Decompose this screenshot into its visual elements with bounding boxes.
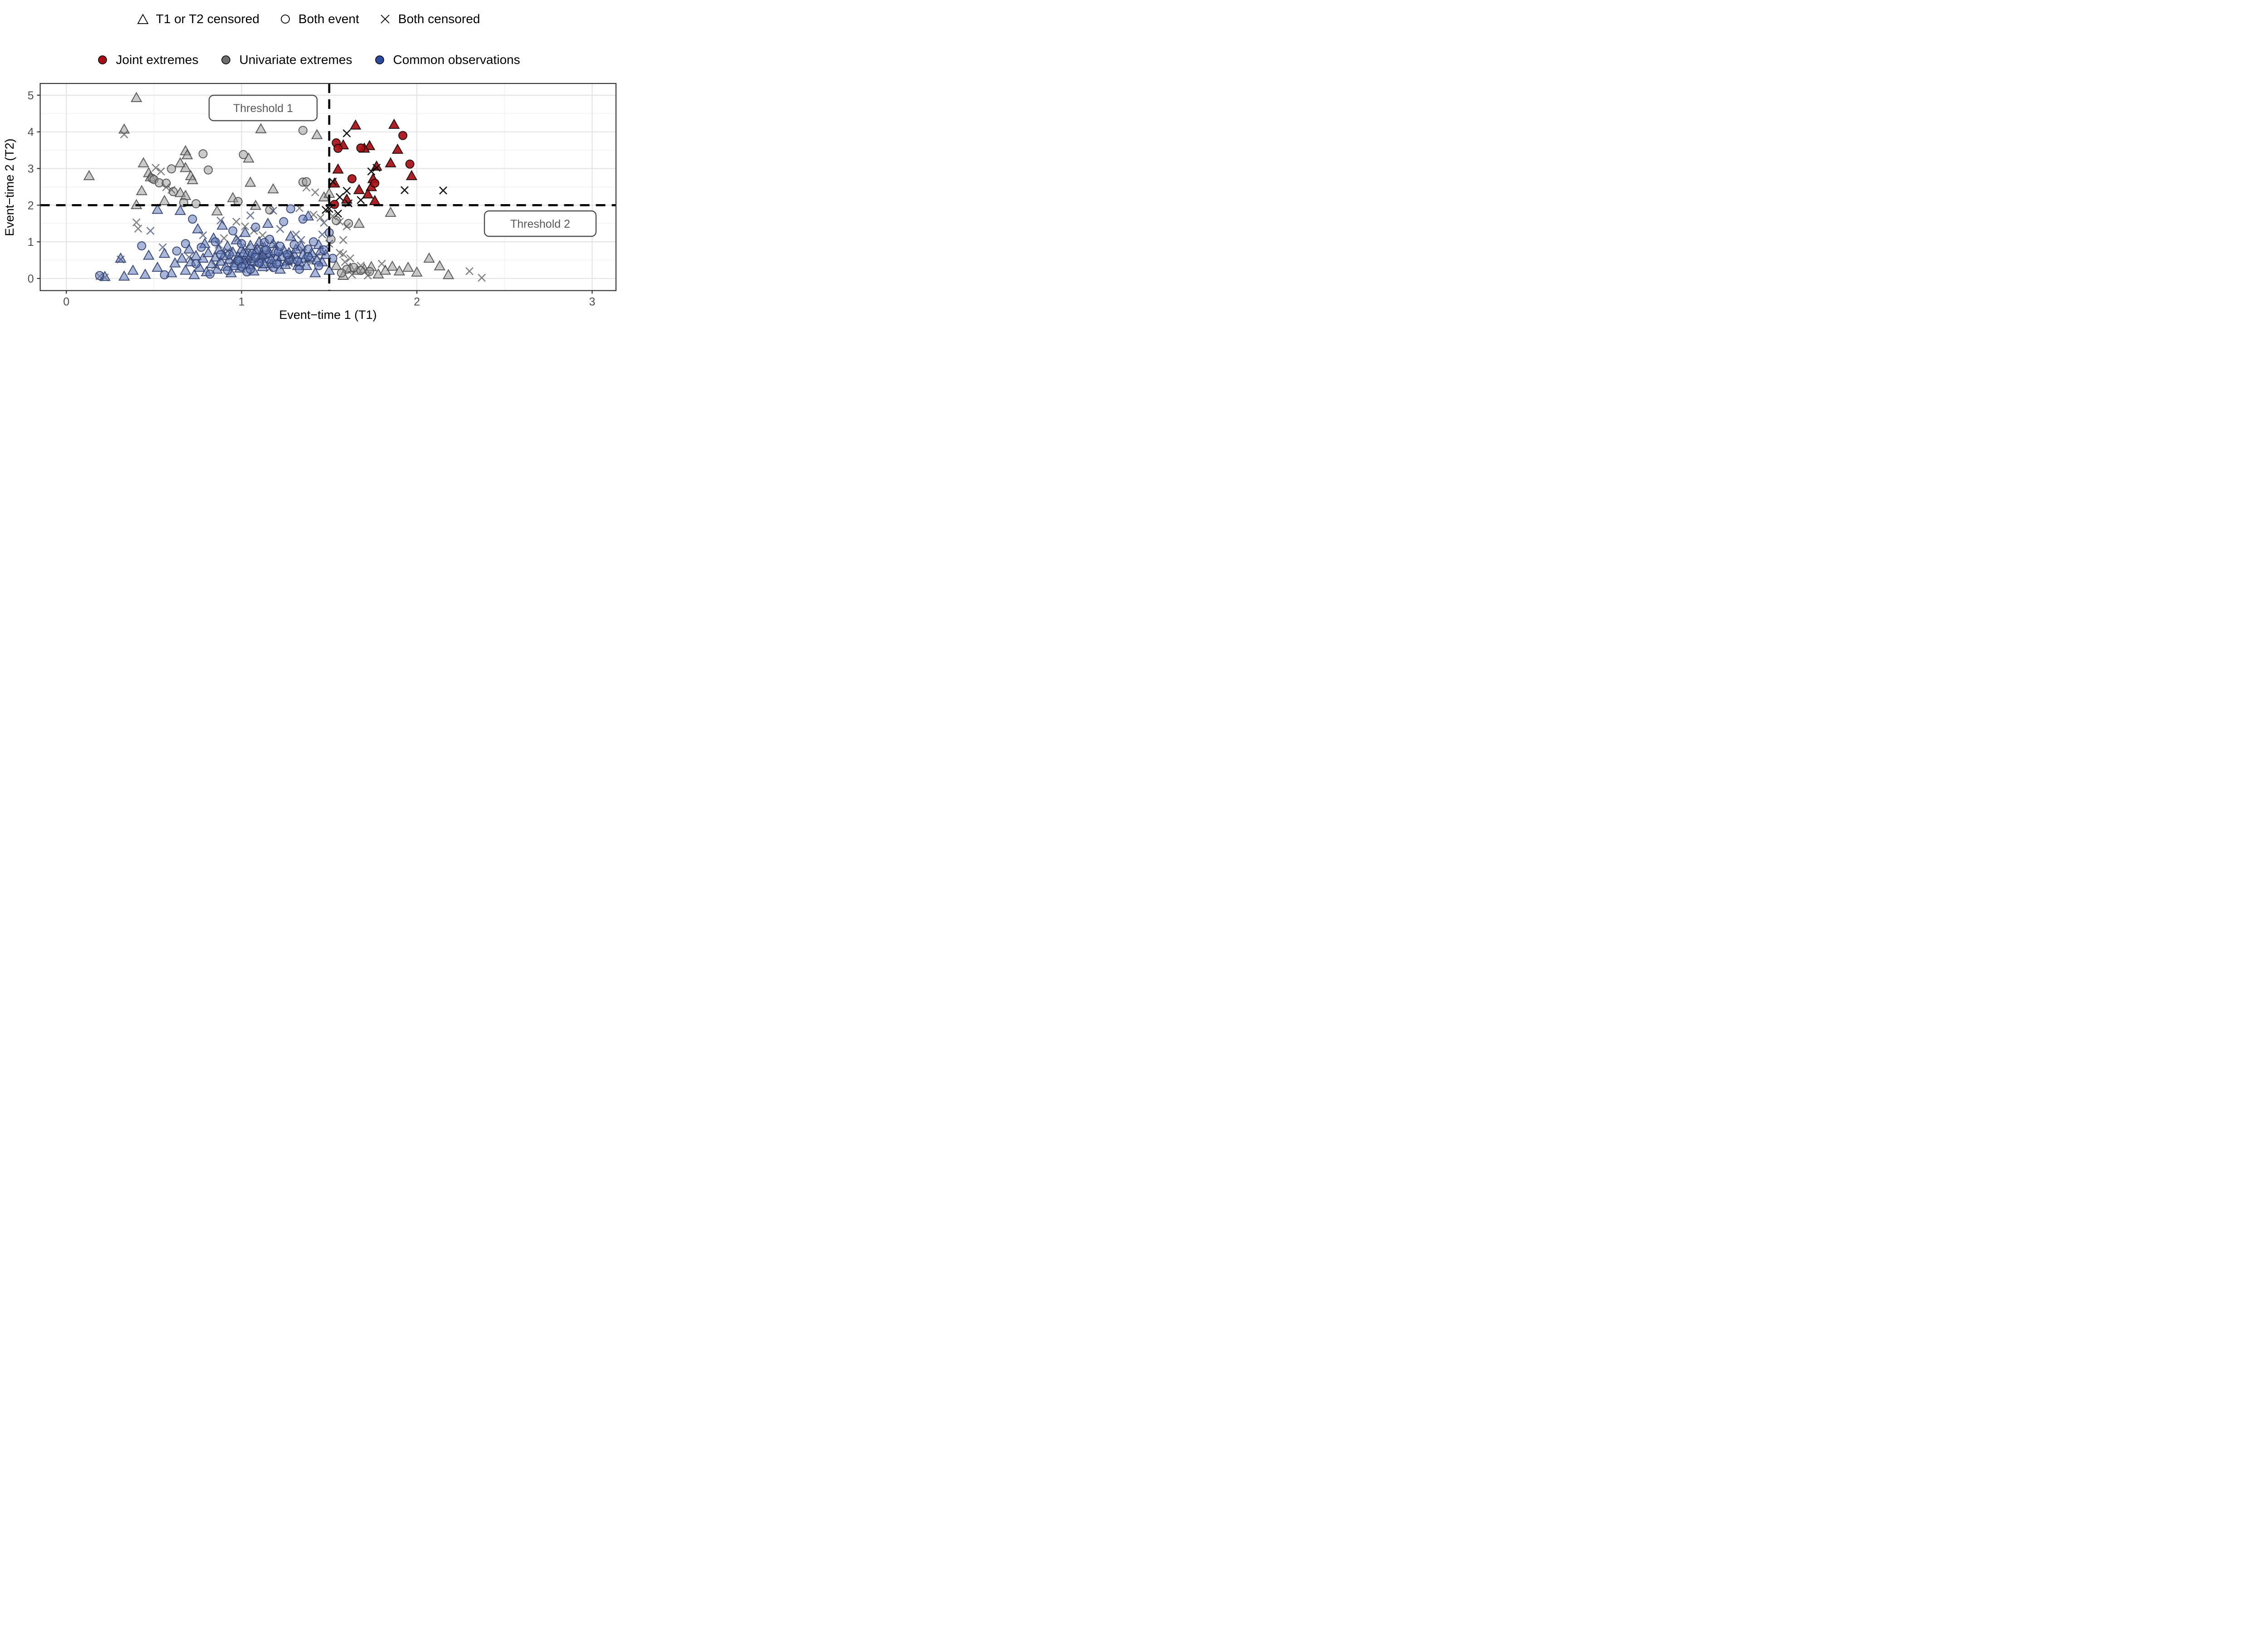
axis-ticks [37,94,593,294]
series-joint-extremes-censored [328,118,418,205]
legend-item-censored: T1 or T2 censored [137,12,259,26]
svg-text:1: 1 [28,236,34,249]
svg-text:2: 2 [28,199,34,212]
shape-legend: T1 or T2 censored Both event Both censor… [0,12,617,26]
svg-text:Threshold 1: Threshold 1 [233,102,293,115]
series-common-observations-event [95,204,337,280]
scatter-figure: T1 or T2 censored Both event Both censor… [0,0,617,327]
series-common-observations-both-censored [117,206,333,273]
legend-item-both-censored: Both censored [379,12,480,26]
triangle-open-icon [137,13,149,25]
series-extreme-region-both-censored [322,129,447,218]
svg-text:3: 3 [28,162,34,175]
svg-text:5: 5 [28,89,34,102]
svg-text:0: 0 [63,296,69,308]
blue-dot-icon [374,54,386,66]
scatter-plot: 0 1 2 3 0 1 2 3 4 5 Threshold 1 Threshold 2 Event… [3,83,617,322]
legend-label: Common observations [393,53,520,67]
legend-label: Both event [298,12,359,26]
svg-text:1: 1 [239,296,245,308]
series-joint-extremes-event [330,131,415,209]
svg-text:3: 3 [589,296,595,308]
axis-tick-labels: 0 1 2 3 0 1 2 3 4 5 [28,89,596,308]
legend-label: Both censored [398,12,480,26]
gray-dot-icon [220,54,232,66]
legend-item-joint-extremes: Joint extremes [97,53,198,67]
svg-text:0: 0 [28,273,34,285]
legend-label: Joint extremes [116,53,199,67]
svg-text:2: 2 [414,296,420,308]
legend-item-common-observations: Common observations [374,53,520,67]
threshold-lines [40,83,616,291]
grid-minor-lines [40,83,616,291]
legend-item-both-event: Both event [279,12,359,26]
y-axis-title: Event−time 2 (T2) [3,138,16,236]
circle-open-icon [279,13,291,25]
svg-text:4: 4 [28,126,34,139]
legend-label: Univariate extremes [239,53,352,67]
threshold-1-label: Threshold 1 [208,94,318,122]
threshold-2-label: Threshold 2 [484,210,597,237]
svg-text:Threshold 2: Threshold 2 [510,218,570,230]
color-legend: Joint extremes Univariate extremes Commo… [0,53,617,67]
x-axis-title: Event−time 1 (T1) [279,308,376,322]
legend-item-univariate-extremes: Univariate extremes [220,53,352,67]
data-points [83,92,486,282]
cross-icon [379,13,391,25]
red-dot-icon [97,54,108,66]
panel-border [39,83,617,291]
legend-label: T1 or T2 censored [156,12,259,26]
